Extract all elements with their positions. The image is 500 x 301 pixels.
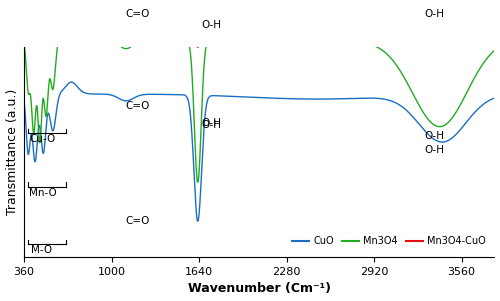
Text: Mn-O: Mn-O	[29, 188, 56, 198]
Text: O-H: O-H	[424, 132, 444, 141]
Text: O-H: O-H	[202, 20, 222, 30]
Text: O-H: O-H	[202, 120, 222, 130]
Text: C=O: C=O	[126, 216, 150, 225]
Text: O-H: O-H	[202, 118, 222, 128]
Text: C=O: C=O	[126, 9, 150, 19]
Y-axis label: Transmittance (a.u.): Transmittance (a.u.)	[6, 89, 18, 215]
Text: Cu-O: Cu-O	[30, 134, 56, 144]
Text: O-H: O-H	[424, 9, 444, 19]
Legend: CuO, Mn3O4, Mn3O4-CuO: CuO, Mn3O4, Mn3O4-CuO	[288, 232, 490, 250]
Text: M-O: M-O	[31, 245, 52, 255]
X-axis label: Wavenumber (Cm⁻¹): Wavenumber (Cm⁻¹)	[188, 282, 331, 296]
Text: O-H: O-H	[424, 145, 444, 155]
Text: C=O: C=O	[126, 101, 150, 111]
